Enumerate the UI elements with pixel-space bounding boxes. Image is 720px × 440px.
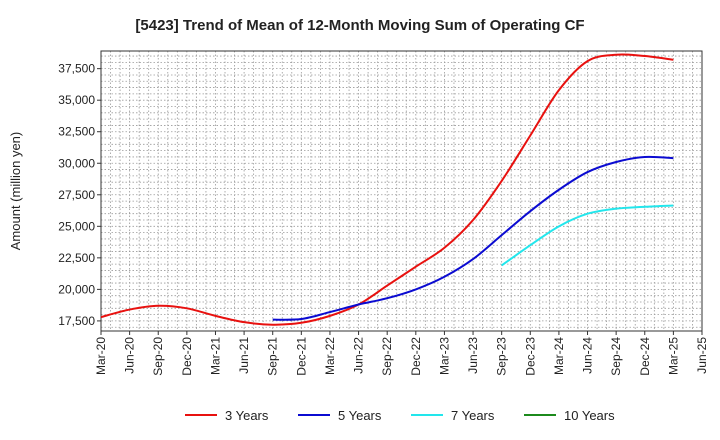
- plot-border: [100, 50, 703, 332]
- grid-lines: [101, 51, 702, 331]
- x-tick-label: Dec-20: [180, 337, 194, 376]
- y-tick-label: 20,000: [58, 282, 95, 296]
- legend-label-5-years: 5 Years: [338, 408, 382, 423]
- y-tick-label: 27,500: [58, 188, 95, 202]
- chart-title: [5423] Trend of Mean of 12-Month Moving …: [135, 17, 584, 34]
- y-tick-label: 32,500: [58, 125, 95, 139]
- x-tick-label: Jun-25: [695, 337, 709, 374]
- x-tick-label: Jun-24: [581, 337, 595, 374]
- series-line-7-years: [501, 204, 674, 267]
- y-tick-label: 35,000: [58, 93, 95, 107]
- legend-label-10-years: 10 Years: [564, 408, 615, 423]
- series-line-5-years: [272, 155, 674, 321]
- x-tick-label: Dec-22: [409, 337, 423, 376]
- legend-label-3-years: 3 Years: [225, 408, 269, 423]
- x-tick-label: Mar-25: [666, 337, 680, 375]
- x-tick-label: Dec-23: [523, 337, 537, 376]
- series-line-3-years: [100, 53, 674, 326]
- y-axis-label: Amount (million yen): [8, 132, 23, 251]
- y-tick-label: 17,500: [58, 314, 95, 328]
- x-tick-label: Sep-22: [380, 337, 394, 376]
- y-axis: 17,500 20,000 22,500 25,000 27,500 30,000 32,5…: [58, 62, 101, 328]
- plot-area: [101, 51, 702, 331]
- x-tick-label: Mar-24: [552, 337, 566, 375]
- x-tick-label: Dec-24: [638, 337, 652, 376]
- y-tick-label: 25,000: [58, 219, 95, 233]
- x-tick-label: Jun-22: [352, 337, 366, 374]
- x-axis: Mar-20 Jun-20 Sep-20 Dec-20 Mar-21 Jun-21 Sep-…: [94, 331, 709, 376]
- x-tick-label: Mar-21: [208, 337, 222, 375]
- x-tick-label: Jun-23: [466, 337, 480, 374]
- y-tick-label: 30,000: [58, 156, 95, 170]
- y-tick-label: 37,500: [58, 62, 95, 76]
- series-lines: [100, 53, 674, 326]
- x-tick-label: Dec-21: [294, 337, 308, 376]
- y-tick-label: 22,500: [58, 251, 95, 265]
- x-tick-label: Sep-24: [609, 337, 623, 376]
- x-tick-label: Sep-20: [151, 337, 165, 376]
- x-tick-label: Mar-22: [323, 337, 337, 375]
- x-tick-label: Sep-23: [495, 337, 509, 376]
- x-tick-label: Mar-23: [437, 337, 451, 375]
- legend-label-7-years: 7 Years: [451, 408, 495, 423]
- legend: 3 Years 5 Years 7 Years 10 Years: [185, 408, 615, 423]
- x-tick-label: Mar-20: [94, 337, 108, 375]
- x-tick-label: Jun-20: [123, 337, 137, 374]
- x-tick-label: Jun-21: [237, 337, 251, 374]
- x-tick-label: Sep-21: [266, 337, 280, 376]
